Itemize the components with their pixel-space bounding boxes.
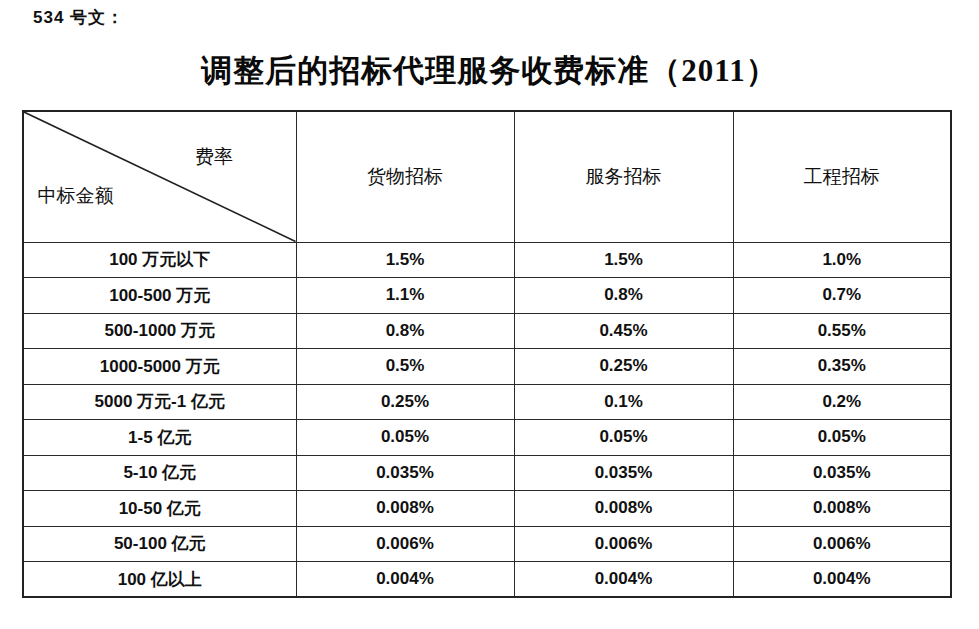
diagonal-corner-cell: 费率 中标金额: [23, 111, 296, 242]
rate-cell-engineering: 0.004%: [733, 562, 951, 598]
rate-cell-goods: 0.035%: [296, 455, 514, 491]
rate-cell-goods: 0.25%: [296, 384, 514, 420]
amount-cell: 100-500 万元: [23, 278, 296, 314]
rate-cell-service: 0.8%: [514, 278, 733, 314]
doc-number-label: 534 号文：: [33, 6, 124, 29]
rate-cell-engineering: 0.55%: [733, 313, 951, 349]
rate-cell-service: 0.25%: [514, 349, 733, 385]
rate-cell-goods: 0.5%: [296, 349, 514, 385]
rate-cell-goods: 0.8%: [296, 313, 514, 349]
rate-cell-goods: 1.1%: [296, 278, 514, 314]
table-header-row: 费率 中标金额 货物招标 服务招标 工程招标: [23, 111, 951, 242]
rate-cell-service: 0.05%: [514, 420, 733, 456]
document-page: 534 号文： 调整后的招标代理服务收费标准（2011） 费率 中标金额 货物招…: [0, 0, 979, 629]
rate-cell-engineering: 0.008%: [733, 491, 951, 527]
rate-cell-goods: 1.5%: [296, 242, 514, 278]
table-row: 1-5 亿元 0.05% 0.05% 0.05%: [23, 420, 951, 456]
table-row: 5-10 亿元 0.035% 0.035% 0.035%: [23, 455, 951, 491]
rate-cell-service: 0.035%: [514, 455, 733, 491]
corner-label-bid-amount: 中标金额: [38, 183, 114, 209]
table-row: 100 亿以上 0.004% 0.004% 0.004%: [23, 562, 951, 598]
column-header-service: 服务招标: [514, 111, 733, 242]
rate-cell-goods: 0.004%: [296, 562, 514, 598]
rate-cell-goods: 0.05%: [296, 420, 514, 456]
rate-cell-goods: 0.008%: [296, 491, 514, 527]
table-row: 1000-5000 万元 0.5% 0.25% 0.35%: [23, 349, 951, 385]
rate-cell-service: 0.004%: [514, 562, 733, 598]
rate-cell-engineering: 0.7%: [733, 278, 951, 314]
amount-cell: 5-10 亿元: [23, 455, 296, 491]
rate-cell-service: 0.008%: [514, 491, 733, 527]
diagonal-divider-line: [24, 112, 296, 242]
rate-cell-goods: 0.006%: [296, 526, 514, 562]
rate-cell-service: 0.45%: [514, 313, 733, 349]
amount-cell: 5000 万元-1 亿元: [23, 384, 296, 420]
table-row: 5000 万元-1 亿元 0.25% 0.1% 0.2%: [23, 384, 951, 420]
amount-cell: 100 亿以上: [23, 562, 296, 598]
fee-rate-table: 费率 中标金额 货物招标 服务招标 工程招标 100 万元以下 1.5% 1.5…: [22, 110, 952, 598]
corner-label-rate: 费率: [195, 144, 233, 170]
rate-cell-engineering: 0.035%: [733, 455, 951, 491]
amount-cell: 100 万元以下: [23, 242, 296, 278]
table-row: 500-1000 万元 0.8% 0.45% 0.55%: [23, 313, 951, 349]
rate-cell-engineering: 0.006%: [733, 526, 951, 562]
table-row: 100 万元以下 1.5% 1.5% 1.0%: [23, 242, 951, 278]
table-row: 50-100 亿元 0.006% 0.006% 0.006%: [23, 526, 951, 562]
rate-cell-engineering: 0.2%: [733, 384, 951, 420]
rate-cell-service: 0.1%: [514, 384, 733, 420]
amount-cell: 10-50 亿元: [23, 491, 296, 527]
rate-cell-service: 1.5%: [514, 242, 733, 278]
rate-cell-engineering: 1.0%: [733, 242, 951, 278]
rate-cell-engineering: 0.05%: [733, 420, 951, 456]
table-row: 100-500 万元 1.1% 0.8% 0.7%: [23, 278, 951, 314]
page-title: 调整后的招标代理服务收费标准（2011）: [0, 50, 979, 92]
rate-cell-service: 0.006%: [514, 526, 733, 562]
rate-cell-engineering: 0.35%: [733, 349, 951, 385]
table-row: 10-50 亿元 0.008% 0.008% 0.008%: [23, 491, 951, 527]
column-header-goods: 货物招标: [296, 111, 514, 242]
amount-cell: 1-5 亿元: [23, 420, 296, 456]
column-header-engineering: 工程招标: [733, 111, 951, 242]
amount-cell: 500-1000 万元: [23, 313, 296, 349]
amount-cell: 50-100 亿元: [23, 526, 296, 562]
amount-cell: 1000-5000 万元: [23, 349, 296, 385]
